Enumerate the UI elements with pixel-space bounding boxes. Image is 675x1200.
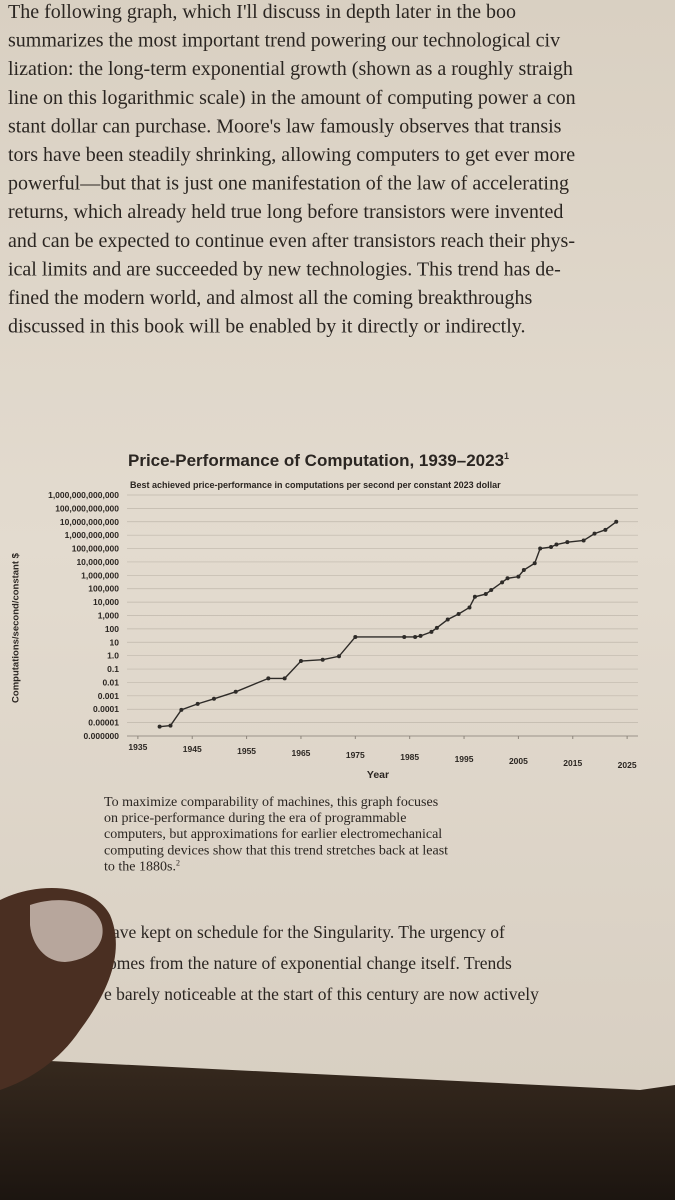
y-tick-label: 0.000000 xyxy=(84,731,120,741)
bottom-line: omes from the nature of exponential chan… xyxy=(108,953,512,973)
data-point xyxy=(554,542,559,547)
data-point xyxy=(614,519,619,524)
x-tick-label: 1935 xyxy=(128,742,147,752)
data-point xyxy=(429,629,434,634)
paragraph-line: line on this logarithmic scale) in the a… xyxy=(8,87,576,109)
y-tick-label: 1,000,000,000 xyxy=(65,530,120,540)
x-tick-label: 1975 xyxy=(346,750,365,760)
data-point xyxy=(532,561,537,566)
data-point xyxy=(337,654,342,659)
paragraph-line: returns, which already held true long be… xyxy=(8,201,563,223)
paragraph-line: powerful—but that is just one manifestat… xyxy=(8,173,569,195)
data-point xyxy=(516,574,521,579)
caption-line: computing devices show that this trend s… xyxy=(104,843,448,858)
y-tick-label: 100,000,000 xyxy=(72,544,120,554)
data-point xyxy=(521,568,526,573)
data-point xyxy=(456,611,461,616)
paragraph-line: ical limits and are succeeded by new tec… xyxy=(8,258,561,280)
y-axis-label: Computations/second/constant $ xyxy=(11,552,22,703)
x-axis-label: Year xyxy=(367,769,389,781)
data-point xyxy=(402,634,407,639)
data-point xyxy=(353,634,358,639)
y-tick-label: 1,000 xyxy=(98,611,120,621)
data-point xyxy=(538,546,543,551)
page-paper xyxy=(0,0,675,1090)
x-tick-label: 2015 xyxy=(563,758,582,768)
paragraph-line: lization: the long-term exponential grow… xyxy=(8,58,573,80)
paragraph-line: stant dollar can purchase. Moore's law f… xyxy=(8,115,562,137)
y-tick-label: 100,000 xyxy=(88,584,119,594)
data-point xyxy=(320,657,325,662)
title-text: Price-Performance of Computation, 1939–2… xyxy=(128,451,504,470)
x-tick-label: 2005 xyxy=(509,756,528,766)
y-tick-label: 100,000,000,000 xyxy=(55,503,119,513)
data-point xyxy=(505,576,510,581)
data-point xyxy=(603,527,608,532)
data-point xyxy=(445,617,450,622)
x-tick-label: 1995 xyxy=(455,754,474,764)
chart-subtitle: Best achieved price-performance in compu… xyxy=(130,480,501,490)
x-tick-label: 1955 xyxy=(237,746,256,756)
caption-line: computers, but approximations for earlie… xyxy=(104,827,442,842)
bottom-line: ave kept on schedule for the Singularity… xyxy=(112,922,505,942)
data-point xyxy=(434,625,439,630)
thumbnail xyxy=(30,900,103,962)
y-tick-label: 100 xyxy=(105,624,119,634)
y-tick-label: 1,000,000,000,000 xyxy=(48,490,119,500)
data-point xyxy=(413,634,418,639)
data-point xyxy=(592,531,597,536)
paragraph-line: summarizes the most important trend powe… xyxy=(8,30,560,52)
y-tick-label: 0.001 xyxy=(98,691,120,701)
data-point xyxy=(179,707,184,712)
y-tick-label: 1.0 xyxy=(107,651,119,661)
data-point xyxy=(282,676,287,681)
caption-line: to the 1880s.2 xyxy=(104,858,180,874)
data-point xyxy=(500,580,505,585)
caption-line: To maximize comparability of machines, t… xyxy=(104,795,438,810)
bottom-line: e barely noticeable at the start of this… xyxy=(104,984,539,1004)
y-tick-label: 10 xyxy=(110,637,120,647)
paragraph-line: fined the modern world, and almost all t… xyxy=(8,287,533,309)
x-tick-label: 2025 xyxy=(618,760,637,770)
paragraph-line: tors have been steadily shrinking, allow… xyxy=(8,144,575,166)
data-point xyxy=(489,588,494,593)
data-point xyxy=(266,676,271,681)
data-point xyxy=(472,594,477,599)
data-point xyxy=(195,701,200,706)
data-point xyxy=(157,724,162,729)
x-tick-label: 1945 xyxy=(183,744,202,754)
y-tick-label: 10,000,000 xyxy=(76,557,119,567)
data-point xyxy=(565,540,570,545)
data-point xyxy=(211,696,216,701)
caption-superscript: 2 xyxy=(176,858,180,867)
y-tick-label: 1,000,000 xyxy=(81,570,119,580)
y-tick-label: 0.1 xyxy=(107,664,119,674)
data-point xyxy=(168,723,173,728)
data-point xyxy=(467,605,472,610)
data-point xyxy=(418,633,423,638)
y-tick-label: 10,000,000,000 xyxy=(60,517,119,527)
x-tick-label: 1965 xyxy=(291,748,310,758)
y-tick-label: 10,000 xyxy=(93,597,119,607)
data-point xyxy=(581,538,586,543)
title-superscript: 1 xyxy=(504,451,509,461)
caption-line: on price-performance during the era of p… xyxy=(104,811,406,826)
paragraph-line: The following graph, which I'll discuss … xyxy=(8,1,516,23)
data-point xyxy=(483,592,488,597)
paragraph-line: discussed in this book will be enabled b… xyxy=(8,316,526,338)
y-tick-label: 0.01 xyxy=(102,677,119,687)
data-point xyxy=(233,689,238,694)
data-point xyxy=(549,545,554,550)
data-point xyxy=(298,658,303,663)
x-tick-label: 1985 xyxy=(400,752,419,762)
chart-title: Price-Performance of Computation, 1939–2… xyxy=(128,451,509,470)
paragraph-line: and can be expected to continue even aft… xyxy=(8,230,575,252)
y-tick-label: 0.00001 xyxy=(88,718,119,728)
y-tick-label: 0.0001 xyxy=(93,704,119,714)
